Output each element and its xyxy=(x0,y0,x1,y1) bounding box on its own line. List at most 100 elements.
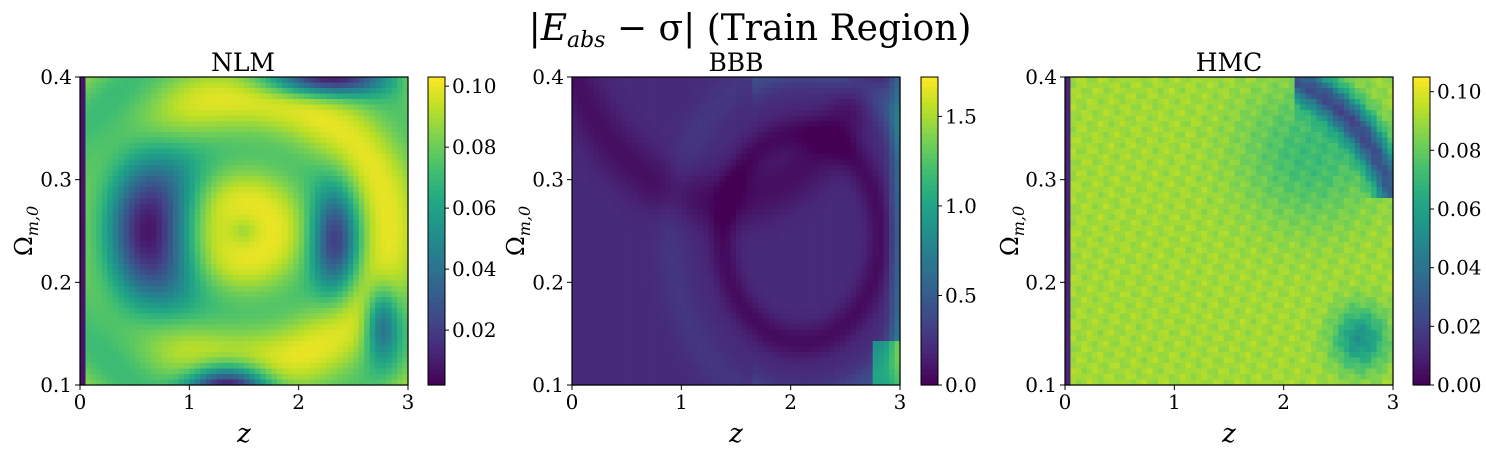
heatmap-cell xyxy=(304,335,311,342)
heatmap-cell xyxy=(572,319,579,326)
heatmap-cell xyxy=(276,198,283,205)
heatmap-cell xyxy=(183,236,190,243)
heatmap-cell xyxy=(151,99,158,106)
heatmap-cell xyxy=(659,275,666,282)
heatmap-cell xyxy=(123,154,130,161)
heatmap-cell xyxy=(85,335,92,342)
heatmap-cell xyxy=(249,121,256,128)
heatmap-cell xyxy=(686,148,693,155)
heatmap-cell xyxy=(599,121,606,128)
heatmap-cell xyxy=(90,143,97,150)
heatmap-cell xyxy=(107,368,114,375)
heatmap-cell xyxy=(582,137,589,144)
heatmap-cell xyxy=(276,82,283,89)
heatmap-cell xyxy=(200,104,207,111)
heatmap-cell xyxy=(397,346,404,353)
heatmap-cell xyxy=(140,176,147,183)
heatmap-cell xyxy=(194,313,201,320)
heatmap-cell xyxy=(233,104,240,111)
heatmap-cell xyxy=(222,302,229,309)
heatmap-cell xyxy=(675,247,682,254)
heatmap-cell xyxy=(697,159,704,166)
heatmap-cell xyxy=(254,363,261,370)
heatmap-cell xyxy=(681,88,688,95)
heatmap-cell xyxy=(692,341,699,348)
heatmap-cell xyxy=(162,121,169,128)
heatmap-cell xyxy=(211,132,218,139)
heatmap-cell xyxy=(588,192,595,199)
heatmap-cell xyxy=(96,253,103,260)
heatmap-cell xyxy=(659,214,666,221)
heatmap-cell xyxy=(681,258,688,265)
heatmap-cell xyxy=(588,82,595,89)
heatmap-cell xyxy=(353,341,360,348)
heatmap-cell xyxy=(249,236,256,243)
heatmap-cell xyxy=(386,192,393,199)
heatmap-cell xyxy=(233,302,240,309)
heatmap-cell xyxy=(156,357,163,364)
heatmap-cell xyxy=(681,170,688,177)
heatmap-cell xyxy=(681,330,688,337)
heatmap-cell xyxy=(604,203,611,210)
heatmap-cell xyxy=(167,341,174,348)
heatmap-cell xyxy=(205,258,212,265)
heatmap-cell xyxy=(697,258,704,265)
heatmap-cell xyxy=(200,88,207,95)
heatmap-cell xyxy=(254,143,261,150)
heatmap-cell xyxy=(648,302,655,309)
heatmap-cell xyxy=(96,308,103,315)
heatmap-cell xyxy=(96,143,103,150)
heatmap-cell xyxy=(347,187,354,194)
heatmap-cell xyxy=(626,170,633,177)
heatmap-cell xyxy=(714,99,721,106)
heatmap-cell xyxy=(222,374,229,381)
heatmap-cell xyxy=(336,363,343,370)
heatmap-cell xyxy=(320,236,327,243)
heatmap-cell xyxy=(364,308,371,315)
heatmap-cell xyxy=(686,330,693,337)
heatmap-cell xyxy=(637,346,644,353)
heatmap-cell xyxy=(654,225,661,232)
heatmap-cell xyxy=(304,236,311,243)
heatmap-cell xyxy=(265,346,272,353)
heatmap-cell xyxy=(397,137,404,144)
heatmap-cell xyxy=(271,154,278,161)
heatmap-cell xyxy=(402,357,409,364)
heatmap-cell xyxy=(96,93,103,100)
heatmap-cell xyxy=(632,159,639,166)
heatmap-cell xyxy=(129,346,136,353)
heatmap-cell xyxy=(276,93,283,100)
heatmap-cell xyxy=(326,170,333,177)
heatmap-cell xyxy=(90,93,97,100)
heatmap-cell xyxy=(238,352,245,359)
heatmap-cell xyxy=(380,121,387,128)
heatmap-cell xyxy=(320,132,327,139)
heatmap-cell xyxy=(626,203,633,210)
heatmap-cell xyxy=(670,110,677,117)
heatmap-cell xyxy=(222,291,229,298)
heatmap-cell xyxy=(397,352,404,359)
heatmap-cell xyxy=(637,165,644,172)
heatmap-cell xyxy=(227,368,234,375)
heatmap-cell xyxy=(326,319,333,326)
heatmap-cell xyxy=(140,110,147,117)
heatmap-cell xyxy=(347,368,354,375)
heatmap-cell xyxy=(703,291,710,298)
heatmap-cell xyxy=(686,247,693,254)
heatmap-cell xyxy=(708,291,715,298)
heatmap-cell xyxy=(189,159,196,166)
heatmap-cell xyxy=(238,77,245,84)
heatmap-cell xyxy=(222,352,229,359)
heatmap-cell xyxy=(107,137,114,144)
heatmap-cell xyxy=(692,115,699,122)
heatmap-cell xyxy=(643,115,650,122)
heatmap-cell xyxy=(254,286,261,293)
heatmap-cell xyxy=(183,214,190,221)
heatmap-cell xyxy=(708,88,715,95)
heatmap-cell xyxy=(162,126,169,133)
heatmap-cell xyxy=(632,308,639,315)
heatmap-cell xyxy=(391,176,398,183)
heatmap-cell xyxy=(134,165,141,172)
heatmap-cell xyxy=(369,110,376,117)
heatmap-cell xyxy=(107,187,114,194)
